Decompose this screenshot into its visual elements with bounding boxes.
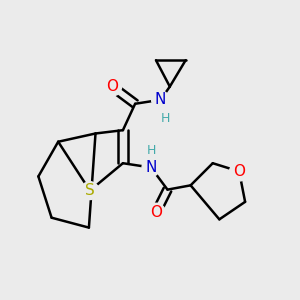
Circle shape: [144, 143, 158, 158]
Text: O: O: [150, 205, 162, 220]
Circle shape: [146, 203, 166, 222]
Circle shape: [103, 77, 122, 96]
Circle shape: [152, 91, 170, 109]
Text: H: H: [146, 144, 156, 157]
Text: O: O: [106, 79, 118, 94]
Circle shape: [158, 111, 173, 126]
Text: N: N: [145, 160, 157, 175]
Circle shape: [230, 162, 249, 181]
Text: O: O: [233, 164, 245, 179]
Text: N: N: [155, 92, 166, 107]
Text: H: H: [161, 112, 170, 125]
Circle shape: [142, 159, 160, 176]
Text: S: S: [85, 183, 95, 198]
Circle shape: [81, 182, 99, 200]
